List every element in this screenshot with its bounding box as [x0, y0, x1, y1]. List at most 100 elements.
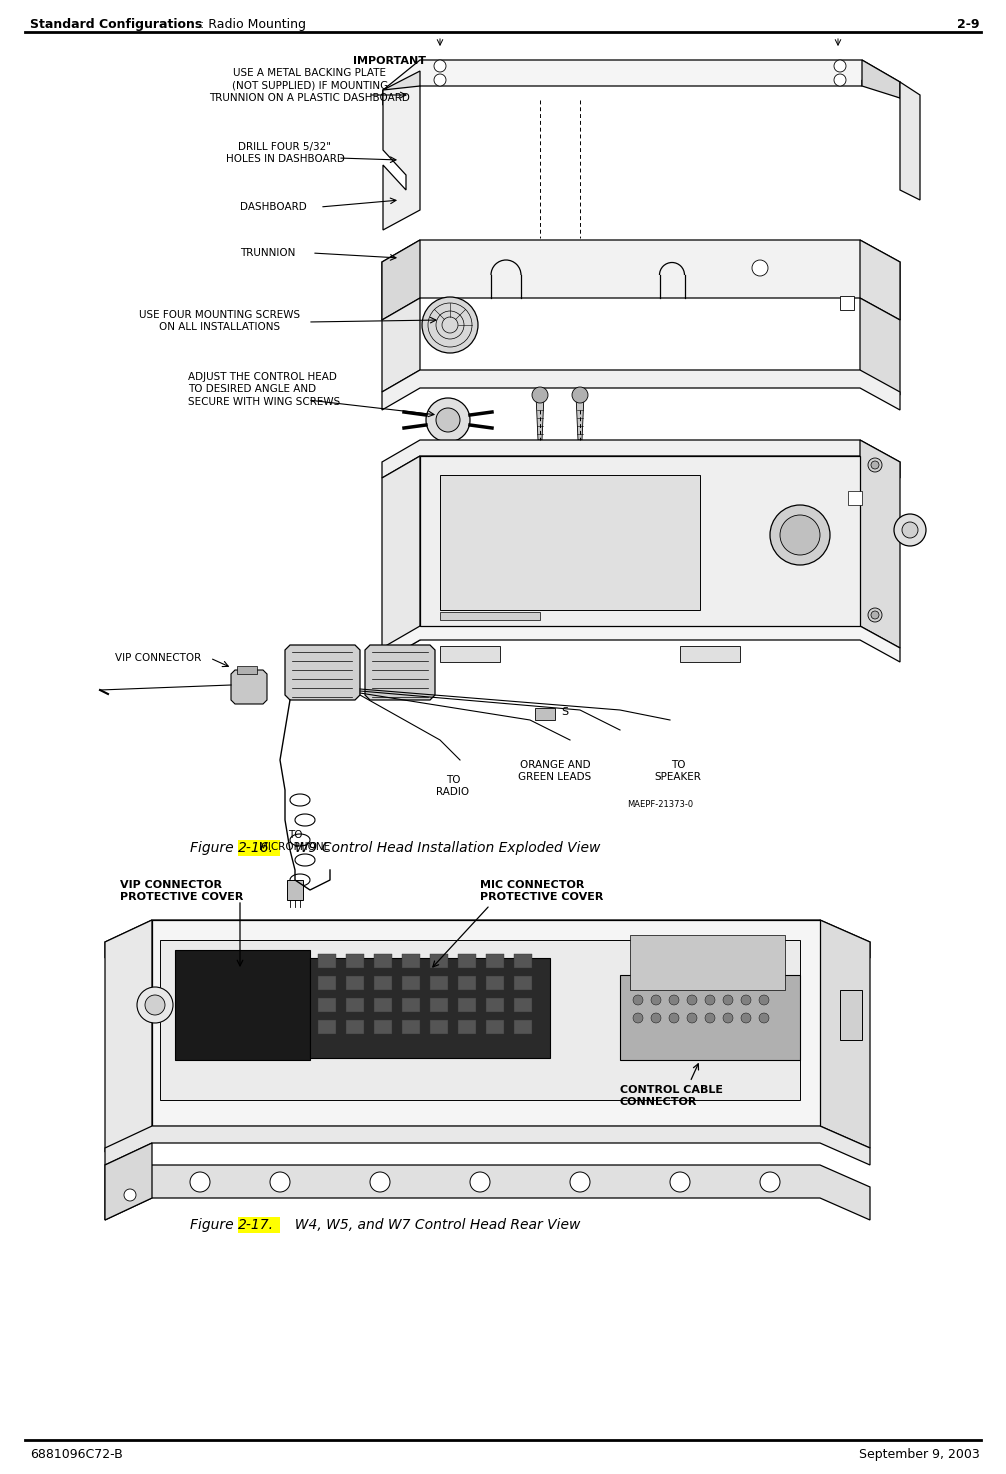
- Polygon shape: [860, 441, 900, 649]
- Text: 2-17.: 2-17.: [238, 1218, 274, 1232]
- Circle shape: [902, 522, 918, 538]
- Bar: [458, 1020, 476, 1033]
- Circle shape: [651, 1013, 661, 1023]
- Circle shape: [124, 1190, 136, 1201]
- Bar: [346, 998, 364, 1013]
- Bar: [402, 998, 420, 1013]
- Circle shape: [687, 1013, 697, 1023]
- Bar: [374, 976, 392, 991]
- Text: TO
SPEAKER: TO SPEAKER: [655, 761, 701, 783]
- Bar: [535, 708, 555, 719]
- Polygon shape: [285, 646, 360, 700]
- Polygon shape: [440, 475, 700, 610]
- Text: S: S: [561, 708, 568, 716]
- Polygon shape: [860, 298, 900, 395]
- Polygon shape: [105, 1126, 870, 1164]
- Circle shape: [780, 514, 820, 556]
- Text: TRUNNION: TRUNNION: [240, 248, 296, 258]
- Polygon shape: [820, 920, 870, 1148]
- FancyBboxPatch shape: [238, 1218, 280, 1232]
- Bar: [374, 998, 392, 1013]
- Circle shape: [190, 1172, 210, 1192]
- Text: 2-9: 2-9: [958, 18, 980, 31]
- Circle shape: [570, 1172, 590, 1192]
- Circle shape: [651, 995, 661, 1005]
- Bar: [458, 954, 476, 968]
- Circle shape: [434, 60, 446, 72]
- Bar: [318, 1020, 336, 1033]
- Circle shape: [759, 995, 769, 1005]
- Text: USE FOUR MOUNTING SCREWS
ON ALL INSTALLATIONS: USE FOUR MOUNTING SCREWS ON ALL INSTALLA…: [140, 310, 301, 333]
- Bar: [318, 976, 336, 991]
- Text: DASHBOARD: DASHBOARD: [240, 202, 307, 212]
- FancyBboxPatch shape: [238, 840, 280, 856]
- Bar: [680, 646, 740, 662]
- Circle shape: [741, 1013, 751, 1023]
- Polygon shape: [382, 298, 420, 392]
- Bar: [402, 1020, 420, 1033]
- Circle shape: [759, 1013, 769, 1023]
- Circle shape: [436, 408, 460, 432]
- Polygon shape: [860, 240, 900, 320]
- Bar: [486, 976, 504, 991]
- Text: MAEPF-21373-0: MAEPF-21373-0: [627, 800, 693, 809]
- Polygon shape: [382, 455, 420, 662]
- Polygon shape: [231, 671, 267, 705]
- Circle shape: [760, 1172, 780, 1192]
- Bar: [346, 976, 364, 991]
- Circle shape: [687, 995, 697, 1005]
- Text: MIC CONNECTOR
PROTECTIVE COVER: MIC CONNECTOR PROTECTIVE COVER: [480, 880, 604, 902]
- Polygon shape: [382, 626, 900, 662]
- Circle shape: [834, 74, 846, 85]
- Bar: [486, 954, 504, 968]
- Circle shape: [137, 988, 173, 1023]
- Polygon shape: [383, 85, 420, 230]
- Bar: [840, 296, 854, 310]
- Bar: [430, 976, 448, 991]
- Circle shape: [426, 398, 470, 442]
- Text: ORANGE AND
GREEN LEADS: ORANGE AND GREEN LEADS: [518, 761, 592, 783]
- Circle shape: [770, 506, 830, 565]
- Polygon shape: [383, 71, 420, 105]
- Polygon shape: [105, 1142, 152, 1220]
- Polygon shape: [365, 646, 435, 700]
- Polygon shape: [862, 60, 900, 97]
- Polygon shape: [105, 920, 870, 958]
- Bar: [430, 1020, 448, 1033]
- Text: VIP CONNECTOR
PROTECTIVE COVER: VIP CONNECTOR PROTECTIVE COVER: [120, 880, 243, 902]
- Polygon shape: [152, 920, 820, 1126]
- Bar: [318, 954, 336, 968]
- Circle shape: [723, 995, 733, 1005]
- Polygon shape: [105, 1164, 870, 1220]
- Circle shape: [871, 461, 879, 469]
- Bar: [402, 954, 420, 968]
- Text: 6881096C72-B: 6881096C72-B: [30, 1447, 123, 1461]
- Bar: [486, 1020, 504, 1033]
- Bar: [237, 666, 257, 674]
- Circle shape: [434, 74, 446, 85]
- Text: TO
MICROPHONE: TO MICROPHONE: [260, 830, 331, 852]
- Circle shape: [572, 388, 588, 402]
- Bar: [486, 998, 504, 1013]
- Polygon shape: [175, 951, 310, 1060]
- Circle shape: [868, 607, 882, 622]
- Polygon shape: [382, 240, 420, 320]
- Bar: [514, 998, 532, 1013]
- Text: Figure: Figure: [190, 1218, 238, 1232]
- Circle shape: [633, 1013, 643, 1023]
- Bar: [630, 935, 785, 991]
- Circle shape: [705, 995, 715, 1005]
- Bar: [402, 976, 420, 991]
- Circle shape: [741, 995, 751, 1005]
- Text: IMPORTANT: IMPORTANT: [353, 56, 427, 66]
- Circle shape: [669, 1013, 679, 1023]
- Polygon shape: [383, 60, 900, 105]
- Bar: [458, 976, 476, 991]
- Bar: [848, 491, 862, 506]
- Circle shape: [752, 259, 768, 276]
- Polygon shape: [382, 441, 900, 478]
- Text: 2-16.: 2-16.: [238, 842, 274, 855]
- Bar: [430, 954, 448, 968]
- Circle shape: [669, 995, 679, 1005]
- Circle shape: [670, 1172, 690, 1192]
